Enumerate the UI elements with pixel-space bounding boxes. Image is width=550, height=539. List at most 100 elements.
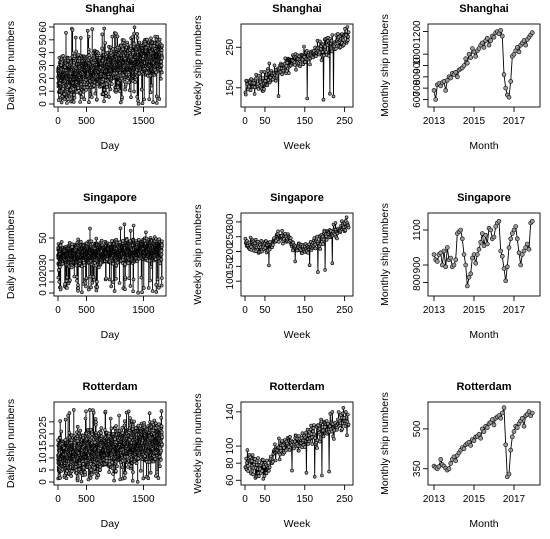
data-point xyxy=(481,45,487,50)
data-point xyxy=(120,95,124,100)
data-point xyxy=(149,83,154,88)
data-point xyxy=(261,76,265,80)
data-point xyxy=(68,278,72,283)
data-point xyxy=(341,38,346,42)
subplot-title: Shanghai xyxy=(272,3,322,15)
data-point xyxy=(133,80,137,84)
data-point xyxy=(155,101,159,105)
data-point xyxy=(132,25,137,30)
data-point xyxy=(81,465,86,470)
data-point xyxy=(160,56,164,61)
data-point xyxy=(61,53,65,58)
x-tick-label: 1500 xyxy=(132,116,155,127)
data-point xyxy=(87,50,91,54)
x-tick-label: 0 xyxy=(55,305,61,316)
data-point xyxy=(59,100,64,105)
y-tick-label: 50 xyxy=(38,34,49,46)
x-tick-label: 250 xyxy=(336,305,353,316)
data-point xyxy=(75,278,79,283)
data-point xyxy=(468,55,474,60)
data-point xyxy=(292,63,297,67)
data-point xyxy=(264,76,268,80)
x-axis-label: Week xyxy=(284,329,311,341)
x-tick-label: 0 xyxy=(55,116,61,127)
y-tick-label: 5 xyxy=(38,467,49,473)
data-point xyxy=(314,54,318,59)
data-point xyxy=(254,76,258,81)
y-tick-label: 50 xyxy=(38,232,49,244)
data-point xyxy=(102,99,106,104)
data-point xyxy=(117,281,122,285)
data-point xyxy=(498,28,504,33)
data-point xyxy=(99,238,104,243)
x-tick-label: 0 xyxy=(55,494,61,505)
data-point xyxy=(109,284,113,289)
data-point xyxy=(331,94,336,99)
data-point xyxy=(72,96,77,100)
data-point xyxy=(59,429,64,434)
data-point xyxy=(320,50,325,54)
data-point xyxy=(139,87,144,92)
data-point xyxy=(132,89,136,94)
data-point xyxy=(136,99,140,103)
y-axis-label: Daily ship numbers xyxy=(5,399,17,488)
data-point xyxy=(87,100,91,104)
series-1 xyxy=(431,28,535,102)
y-tick-label: 800 xyxy=(412,274,423,291)
data-point xyxy=(124,82,128,87)
data-point xyxy=(294,67,298,72)
data-point xyxy=(74,49,78,54)
data-point xyxy=(259,239,264,243)
x-tick-label: 2013 xyxy=(423,116,446,127)
data-point xyxy=(488,38,494,43)
series-1 xyxy=(431,219,535,289)
data-point xyxy=(140,290,144,295)
data-point xyxy=(74,35,78,40)
y-tick-label: 10 xyxy=(38,452,49,464)
x-axis-label: Day xyxy=(101,140,120,152)
data-point xyxy=(157,237,161,242)
y-tick-label: 40 xyxy=(38,47,49,59)
data-point xyxy=(330,261,335,266)
data-point xyxy=(443,88,449,93)
data-point xyxy=(248,88,253,92)
data-point xyxy=(110,34,115,39)
data-point xyxy=(503,278,509,284)
data-point xyxy=(103,41,107,45)
data-point xyxy=(155,277,160,282)
data-point xyxy=(79,95,84,99)
data-point xyxy=(491,234,497,240)
y-tick-label: 25 xyxy=(38,416,49,428)
data-point xyxy=(148,90,153,94)
data-point xyxy=(136,290,140,295)
data-point xyxy=(79,36,83,40)
data-point xyxy=(94,236,99,241)
data-point xyxy=(158,261,163,266)
data-point xyxy=(529,30,535,36)
data-point xyxy=(262,87,266,91)
data-point xyxy=(516,49,522,55)
x-tick-label: 150 xyxy=(296,305,313,316)
data-point xyxy=(508,236,514,242)
data-point xyxy=(90,95,94,99)
data-point xyxy=(84,409,88,414)
data-point xyxy=(122,222,127,227)
y-axis-label: Weekly ship numbers xyxy=(192,204,204,304)
y-tick-label: 20 xyxy=(38,428,49,440)
data-point xyxy=(65,275,69,280)
data-point xyxy=(346,34,351,39)
y-tick-label: 900 xyxy=(412,256,423,273)
data-point xyxy=(76,86,80,90)
data-point xyxy=(478,240,484,245)
data-point xyxy=(321,97,326,102)
data-point xyxy=(135,32,139,36)
data-point xyxy=(154,94,159,99)
x-tick-label: 1500 xyxy=(132,494,155,505)
data-point xyxy=(59,240,64,244)
data-point xyxy=(93,91,97,96)
x-axis-label: Week xyxy=(284,140,311,152)
data-point xyxy=(80,290,84,295)
data-point xyxy=(160,276,164,280)
data-point xyxy=(504,264,510,270)
